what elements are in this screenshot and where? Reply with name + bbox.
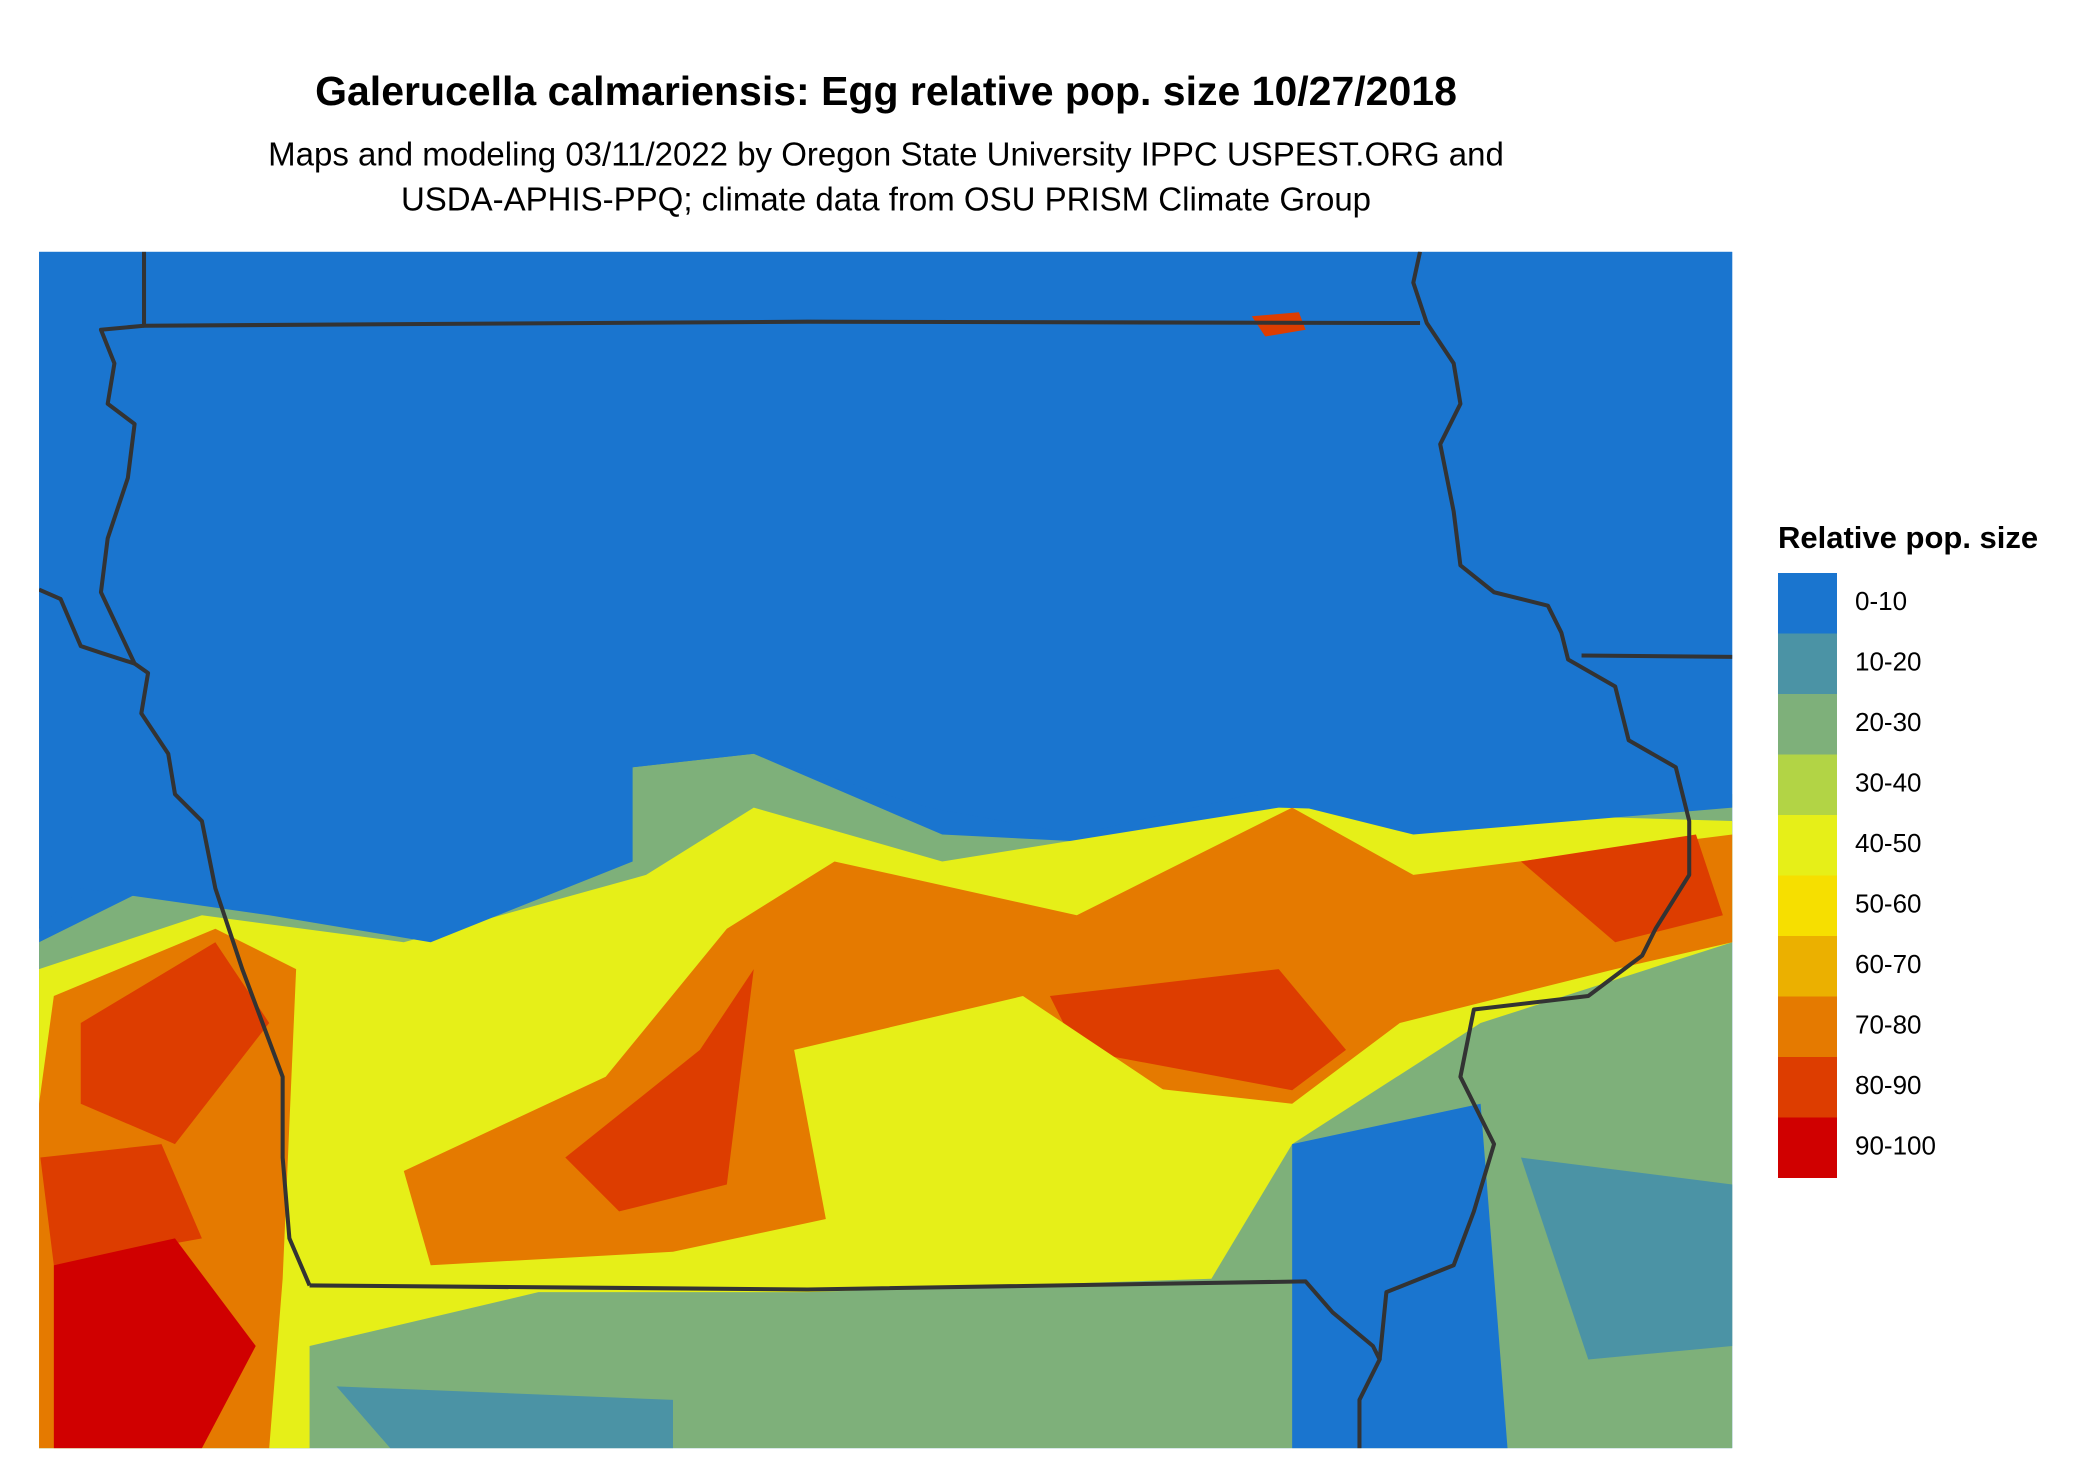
legend-swatch	[1778, 694, 1837, 755]
map-zone	[1520, 834, 1723, 943]
map-fills	[39, 251, 1733, 1449]
border	[309, 1279, 1382, 1449]
map-title: Galerucella calmariensis: Egg relative p…	[315, 68, 1457, 114]
legend-label: 70-80	[1855, 1009, 1922, 1039]
map-zone	[53, 1238, 256, 1449]
legend-title: Relative pop. size	[1778, 520, 2038, 555]
map-subtitle: USDA-APHIS-PPQ; climate data from OSU PR…	[401, 181, 1371, 218]
map-zone	[39, 251, 1733, 943]
border	[1377, 251, 1692, 1360]
map-zone	[80, 942, 270, 1145]
legend-label: 20-30	[1855, 707, 1922, 737]
border	[98, 323, 312, 1287]
legend-swatch	[1778, 1057, 1837, 1118]
legend-label: 50-60	[1855, 888, 1922, 918]
legend-swatch	[1778, 936, 1837, 997]
map-zone	[1520, 1157, 1733, 1360]
legend-label: 80-90	[1855, 1070, 1922, 1100]
legend-swatch	[1778, 815, 1837, 876]
legend: 0-10 10-20 20-30 30-40 40-50 50-60 60-70 70-80 8…	[1778, 573, 1936, 1178]
map-zone	[565, 969, 754, 1212]
legend-swatch	[1778, 875, 1837, 936]
legend-label: 90-100	[1855, 1130, 1936, 1160]
legend-label: 40-50	[1855, 828, 1922, 858]
legend-swatch	[1778, 1117, 1837, 1178]
map-zone	[1292, 1103, 1508, 1449]
map-zone	[40, 1144, 202, 1266]
border	[142, 251, 1421, 328]
legend-label: 30-40	[1855, 767, 1922, 797]
border	[1581, 653, 1733, 659]
map-zone	[1049, 969, 1346, 1091]
map-zone	[336, 1386, 673, 1449]
legend-swatch	[1778, 633, 1837, 694]
legend-swatch	[1778, 754, 1837, 815]
legend-label: 10-20	[1855, 646, 1922, 676]
border	[39, 587, 136, 666]
legend-swatch	[1778, 573, 1837, 634]
legend-label: 0-10	[1855, 586, 1907, 616]
legend-swatch	[1778, 996, 1837, 1057]
map	[39, 251, 1733, 1449]
state-borders	[39, 251, 1733, 1449]
map-zone	[794, 996, 1185, 1266]
map-subtitle: Maps and modeling 03/11/2022 by Oregon S…	[268, 136, 1504, 173]
legend-label: 60-70	[1855, 949, 1922, 979]
